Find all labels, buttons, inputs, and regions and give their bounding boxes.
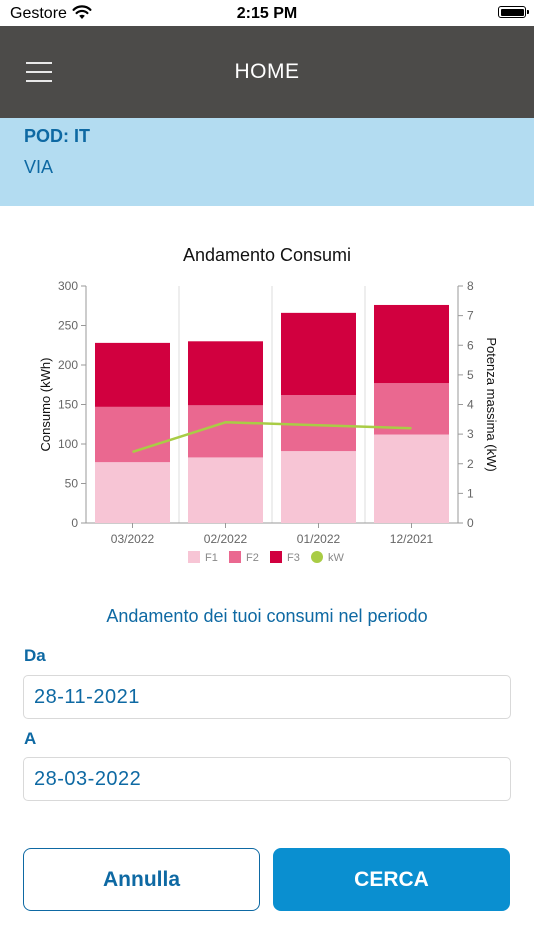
y2-tick-label: 7 xyxy=(467,309,474,323)
wifi-icon xyxy=(72,4,92,25)
y-tick-label: 100 xyxy=(58,437,78,451)
bar-f1 xyxy=(374,434,449,523)
to-label: A xyxy=(24,729,37,748)
x-tick-label: 01/2022 xyxy=(297,532,341,546)
y2-tick-label: 2 xyxy=(467,457,474,471)
status-bar: Gestore 2:15 PM xyxy=(0,0,534,26)
pod-address: VIA xyxy=(24,157,54,177)
from-date-field[interactable]: 28-11-2021 xyxy=(23,675,511,719)
chart-svg: Andamento Consumi 0 50 100 150 200 250 300 0 1 2 3 4… xyxy=(38,245,499,564)
navigation-bar: HOME xyxy=(0,26,534,118)
consumption-chart: Andamento Consumi 0 50 100 150 200 250 300 0 1 2 3 4… xyxy=(0,236,534,576)
to-date-field[interactable]: 28-03-2022 xyxy=(23,757,511,801)
bar-f3 xyxy=(95,342,170,407)
y2-tick-label: 1 xyxy=(467,486,474,500)
y-tick-label: 250 xyxy=(58,319,78,333)
chart-title: Andamento Consumi xyxy=(183,245,351,265)
cancel-button[interactable]: Annulla xyxy=(23,848,260,911)
legend-swatch-kw xyxy=(311,551,323,563)
x-tick-label: 12/2021 xyxy=(390,532,434,546)
legend-swatch-f3 xyxy=(270,551,282,563)
pod-label: POD: IT xyxy=(24,126,90,146)
y-tick-label: 150 xyxy=(58,398,78,412)
legend-swatch-f2 xyxy=(229,551,241,563)
legend-label-f1: F1 xyxy=(205,552,218,564)
y-tick-label: 200 xyxy=(58,358,78,372)
y2-axis-label: Potenza massima (kW) xyxy=(484,337,499,471)
y2-tick-label: 8 xyxy=(467,279,474,293)
y-tick-label: 0 xyxy=(71,516,78,530)
bar-f1 xyxy=(281,451,356,523)
y-axis-label: Consumo (kWh) xyxy=(38,358,53,452)
carrier-name: Gestore xyxy=(10,5,67,22)
bar-f2 xyxy=(281,395,356,452)
search-button[interactable]: CERCA xyxy=(273,848,510,911)
y2-tick-label: 5 xyxy=(467,368,474,382)
kw-line xyxy=(132,421,412,454)
clock: 2:15 PM xyxy=(236,5,298,22)
x-tick-label: 03/2022 xyxy=(111,532,155,546)
battery-icon xyxy=(498,6,529,18)
x-tick-label: 02/2022 xyxy=(204,532,248,546)
bar-f2 xyxy=(95,406,170,463)
legend-label-f2: F2 xyxy=(246,552,259,564)
bar-f2 xyxy=(374,383,449,435)
bar-f1 xyxy=(95,462,170,523)
period-title: Andamento dei tuoi consumi nel periodo xyxy=(106,606,428,626)
legend-label-kw: kW xyxy=(328,552,345,564)
bar-f3 xyxy=(374,304,449,384)
pod-info-panel: POD: IT VIA xyxy=(0,118,534,206)
y2-tick-label: 0 xyxy=(467,516,474,530)
bar-f3 xyxy=(188,341,263,406)
y2-tick-label: 3 xyxy=(467,427,474,441)
hamburger-menu-icon[interactable] xyxy=(26,62,52,82)
legend-label-f3: F3 xyxy=(287,552,300,564)
y-tick-label: 50 xyxy=(65,477,79,491)
y2-tick-label: 6 xyxy=(467,338,474,352)
from-label: Da xyxy=(24,646,46,665)
bar-f3 xyxy=(281,312,356,396)
legend-swatch-f1 xyxy=(188,551,200,563)
y2-tick-label: 4 xyxy=(467,398,474,412)
page-title: HOME xyxy=(234,60,300,83)
bar-f1 xyxy=(188,457,263,523)
y-tick-label: 300 xyxy=(58,279,78,293)
